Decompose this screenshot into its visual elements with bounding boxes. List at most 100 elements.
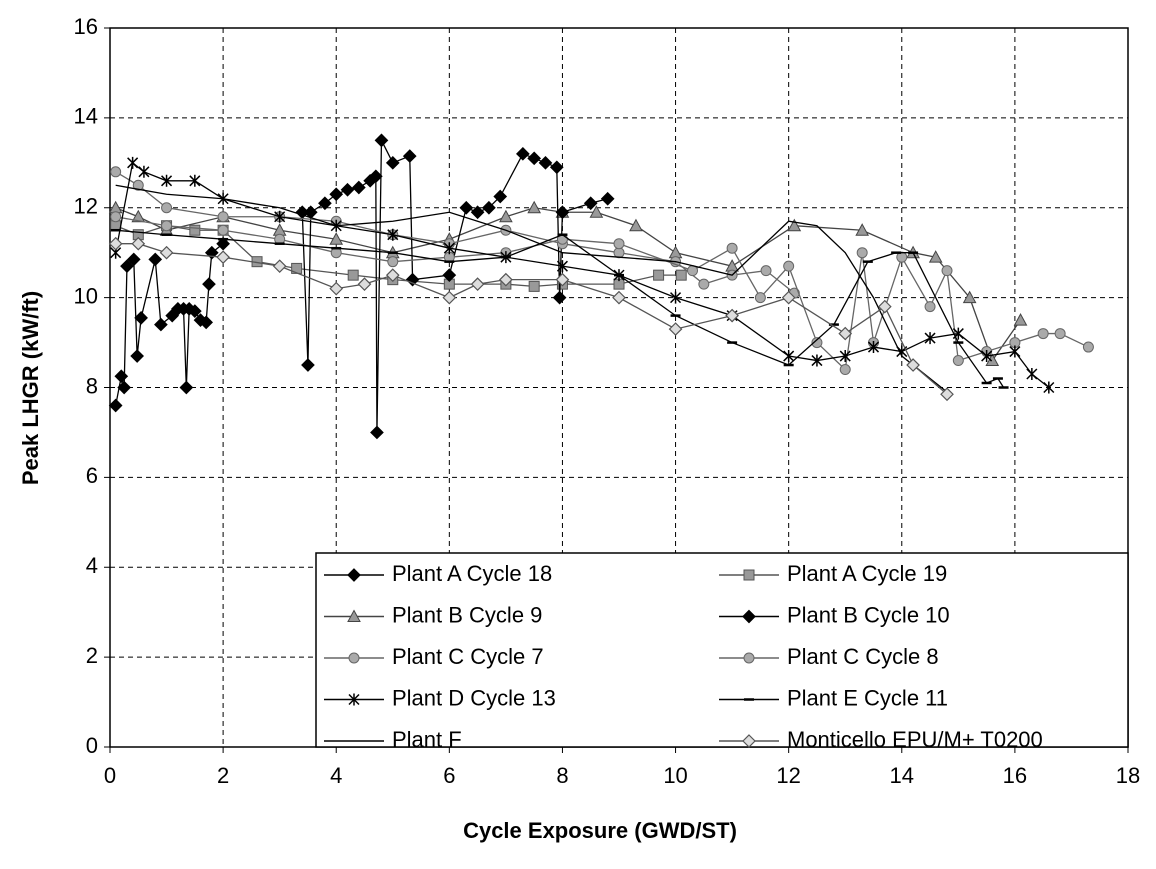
series-line [115,207,1022,362]
marker [134,310,148,325]
marker [179,380,194,395]
marker [132,179,144,191]
marker [482,200,496,215]
marker [138,165,150,178]
x-tick-label: 4 [330,763,342,788]
marker [402,149,417,163]
marker [357,277,372,291]
y-axis-label: Peak LHGR (kW/ft) [18,291,43,485]
marker [838,326,853,341]
marker [329,187,344,202]
x-tick-label: 6 [443,763,455,788]
marker [783,350,795,363]
marker [787,218,802,232]
marker [555,205,570,220]
marker [216,236,230,251]
marker [613,238,625,250]
legend-label: Plant B Cycle 9 [392,602,542,627]
x-tick-label: 0 [104,763,116,788]
marker [811,354,823,367]
legend-label: Plant A Cycle 19 [787,561,947,586]
marker [131,236,146,251]
marker [527,200,542,214]
marker [783,260,795,272]
series-line [115,243,948,395]
marker [329,281,344,296]
marker [698,278,710,290]
legend-marker [743,569,755,581]
series [108,236,954,402]
x-tick-label: 2 [217,763,229,788]
legend-label: Plant A Cycle 18 [392,561,552,586]
marker [374,133,389,148]
marker [612,290,626,305]
marker [675,269,687,281]
marker [985,353,1000,367]
marker [754,292,766,304]
marker [906,358,920,372]
marker [811,337,823,349]
legend-label: Plant D Cycle 13 [392,685,556,710]
marker [653,269,665,281]
marker [189,224,201,236]
marker [217,224,229,236]
marker [148,252,163,267]
marker [1082,341,1094,353]
marker [127,156,139,169]
x-tick-label: 12 [776,763,800,788]
legend-label: Plant B Cycle 10 [787,602,950,627]
series [108,236,230,413]
marker [108,398,123,413]
legend-label: Plant E Cycle 11 [787,685,948,710]
marker [301,358,315,372]
marker [538,155,553,170]
marker [527,151,542,166]
marker [583,196,598,211]
marker [318,196,332,211]
marker [126,252,141,267]
x-tick-label: 8 [556,763,568,788]
marker [855,223,870,236]
marker [161,174,173,187]
legend-marker [347,568,361,582]
marker [867,341,880,354]
legend-marker [743,652,755,664]
marker [726,242,738,254]
legend-marker [347,609,361,622]
marker [385,155,400,170]
marker [120,259,134,274]
series [110,228,1009,389]
marker [556,260,568,273]
marker [329,232,344,245]
marker [368,169,383,184]
marker [856,247,868,259]
legend-label: Plant C Cycle 7 [392,644,544,669]
marker [552,290,567,305]
marker [516,146,530,161]
marker [274,210,286,223]
x-tick-label: 18 [1116,763,1140,788]
marker [928,250,943,263]
marker [199,315,213,330]
legend-marker [348,693,360,706]
marker [110,211,122,223]
legend-label: Plant C Cycle 8 [787,644,939,669]
y-tick-label: 8 [86,373,98,398]
y-tick-label: 14 [74,104,98,129]
marker [1043,381,1055,394]
marker [981,350,993,363]
marker [459,200,474,215]
marker [940,387,954,402]
marker [351,180,366,195]
marker [629,218,643,232]
marker [347,269,359,281]
marker [1026,368,1038,381]
marker [941,265,953,277]
legend-marker [742,734,756,748]
y-tick-label: 0 [86,733,98,758]
marker [499,209,513,223]
marker [161,202,173,214]
marker [442,290,457,305]
x-tick-label: 16 [1003,763,1027,788]
marker [187,304,202,318]
